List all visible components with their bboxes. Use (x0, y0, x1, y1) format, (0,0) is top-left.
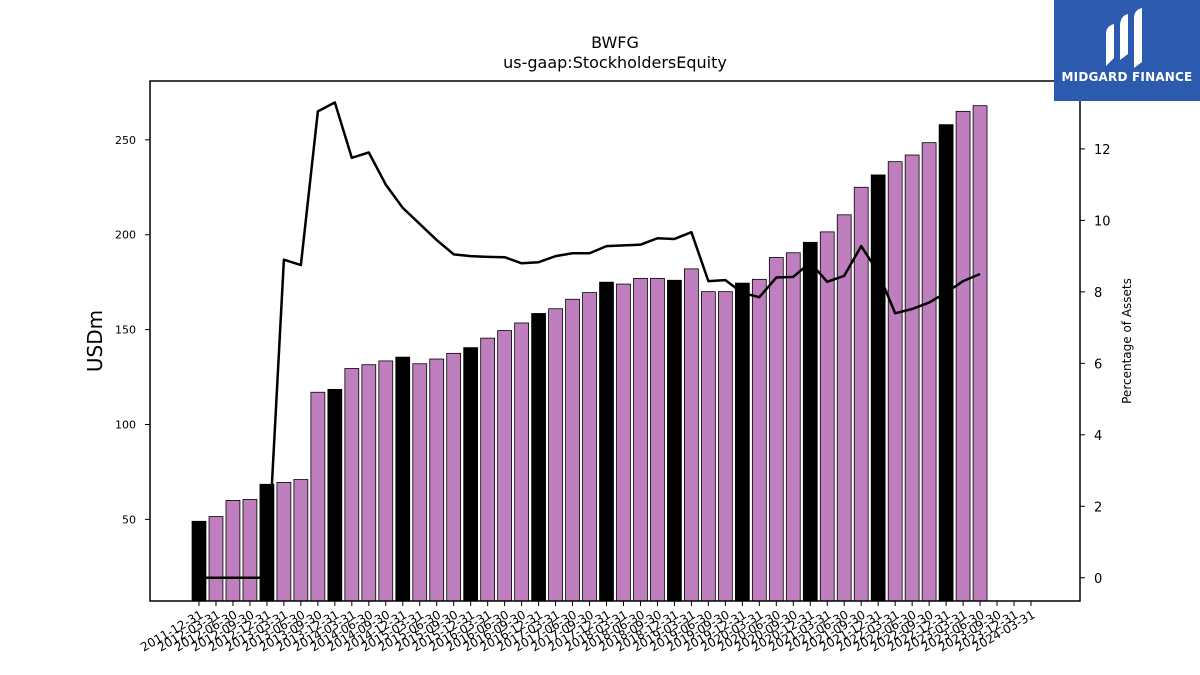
bar (310, 391, 326, 602)
percentage-line-group (199, 101, 981, 580)
bar (514, 322, 529, 602)
y-axis-label: USDm (83, 310, 107, 372)
y2-tick-label: 4 (1094, 429, 1102, 444)
bar (225, 500, 241, 602)
bar (955, 110, 971, 602)
percentage-line (199, 101, 981, 580)
y-tick-label: 200 (115, 229, 136, 242)
bar (327, 388, 343, 602)
bar (565, 298, 580, 602)
bar (718, 291, 733, 602)
bar (904, 154, 920, 602)
bar (548, 308, 563, 602)
bar (463, 347, 479, 602)
bar (208, 516, 224, 602)
bar (684, 268, 699, 602)
y2-axis-label: Percentage of Assets (1120, 278, 1134, 404)
bar (819, 231, 835, 602)
bar (734, 282, 750, 602)
chart-subtitle: us-gaap:StockholdersEquity (503, 53, 727, 72)
bar (582, 292, 597, 602)
bar (853, 186, 869, 602)
y-tick-label: 100 (115, 419, 136, 432)
bar (887, 161, 903, 602)
bar (785, 252, 801, 602)
bar (633, 277, 648, 602)
bar (191, 520, 207, 602)
y2-tick-label: 6 (1094, 357, 1102, 372)
bar (616, 283, 631, 602)
y2-tick-label: 10 (1094, 214, 1111, 229)
chart-title: BWFG (591, 33, 639, 52)
bar (768, 257, 784, 602)
midgard-finance-logo: MIDGARD FINANCE (1054, 0, 1200, 101)
bar (701, 291, 716, 602)
x-axis-ticks: 2011-12-312012-03-312012-06-302012-09-30… (138, 601, 1038, 654)
bar (870, 174, 886, 602)
bar (972, 105, 988, 602)
plot-frame (149, 80, 1081, 602)
bar (242, 499, 258, 602)
y-tick-label: 250 (115, 134, 136, 147)
bar (667, 279, 682, 602)
bar (344, 368, 360, 602)
bar (446, 352, 462, 602)
bar (480, 337, 496, 602)
bar (497, 330, 512, 602)
bar (751, 278, 767, 602)
bar (276, 481, 292, 602)
bar (938, 124, 954, 602)
y2-tick-label: 8 (1094, 286, 1102, 301)
y2-axis-ticks: 0 2 4 6 8 10 12 (1080, 143, 1111, 587)
bar (650, 277, 665, 602)
y2-tick-label: 12 (1094, 143, 1111, 158)
y-tick-label: 150 (115, 324, 136, 337)
bar (836, 214, 852, 602)
y2-tick-label: 2 (1094, 500, 1102, 515)
y-axis-ticks: 50 100 150 200 250 (115, 134, 150, 526)
bar (802, 241, 818, 602)
bar (412, 363, 428, 602)
bar (395, 356, 411, 602)
y-tick-label: 50 (122, 513, 136, 526)
bar (429, 358, 445, 602)
brand-name: MIDGARD FINANCE (1061, 70, 1193, 84)
bar (293, 479, 309, 602)
midgard-logo-icon (1106, 8, 1142, 68)
bar (599, 281, 614, 602)
y2-tick-label: 0 (1094, 572, 1102, 587)
bar (531, 313, 546, 602)
bar (361, 364, 377, 602)
bar (378, 360, 394, 602)
bar (921, 142, 937, 602)
